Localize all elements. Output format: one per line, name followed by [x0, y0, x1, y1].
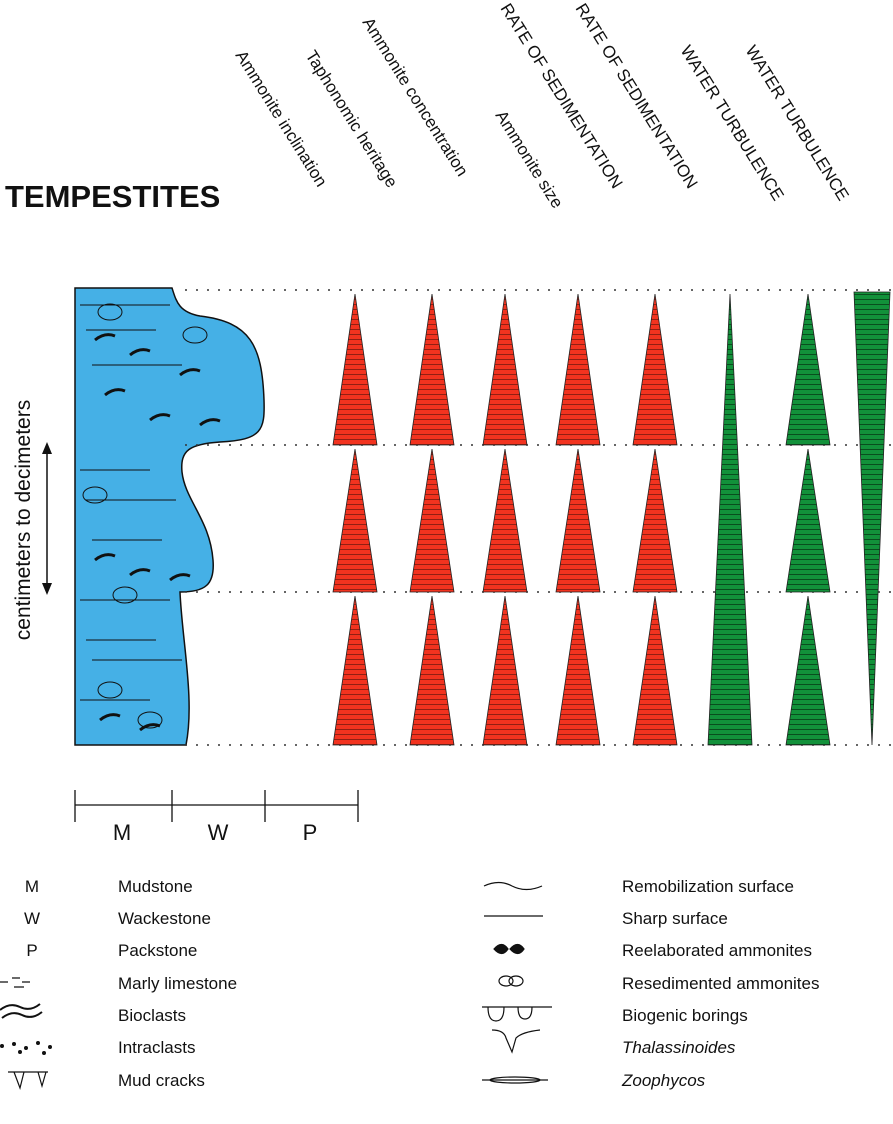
trend-triangle: [332, 293, 378, 446]
title: TEMPESTITES: [5, 179, 220, 214]
scale-label: M: [113, 820, 131, 845]
legend-label: Wackestone: [118, 909, 211, 928]
intraclast-dot: [0, 1044, 4, 1048]
trend-triangle: [482, 293, 528, 446]
intraclast-dot: [42, 1051, 46, 1055]
trend-triangle: [332, 448, 378, 593]
legend-abbrev: W: [24, 909, 40, 928]
trend-triangle: [785, 448, 831, 593]
trend-triangle: [409, 448, 455, 593]
side-label: centimeters to decimeters: [12, 400, 35, 640]
intraclast-dot: [36, 1041, 40, 1045]
bioclast: [149, 413, 171, 422]
legend-label: Remobilization surface: [622, 877, 794, 896]
legend-label: Marly limestone: [118, 974, 237, 993]
column-header: RATE OF SEDIMENTATION: [497, 0, 627, 192]
rock-texture: [80, 303, 221, 732]
bioclast: [94, 333, 116, 342]
column-header: RATE OF SEDIMENTATION: [572, 0, 702, 192]
trend-triangle: [632, 448, 678, 593]
intraclast-dot: [48, 1045, 52, 1049]
legend-label: Sharp surface: [622, 909, 728, 928]
bioclast: [199, 418, 221, 427]
ammonite: [82, 486, 108, 504]
bioclast: [99, 713, 121, 722]
column-header: Ammonite size: [492, 107, 567, 212]
legend-label: Mud cracks: [118, 1071, 205, 1090]
trend-triangle: [632, 595, 678, 746]
ammonite: [112, 586, 138, 604]
trend-triangle: [482, 595, 528, 746]
trend-triangle: [555, 293, 601, 446]
legend-label: Bioclasts: [118, 1006, 186, 1025]
legend-abbrev: M: [25, 877, 39, 896]
bioclast: [179, 368, 201, 377]
trend-triangle: [785, 595, 831, 746]
bioclast: [129, 348, 151, 357]
legend-label: Thalassinoides: [622, 1038, 736, 1057]
legend-label: Biogenic borings: [622, 1006, 748, 1025]
ammonite: [97, 681, 123, 699]
scale-bar: [74, 790, 359, 822]
ammonite: [97, 303, 123, 321]
legend-label: Resedimented ammonites: [622, 974, 819, 993]
intraclast-dot: [18, 1050, 22, 1054]
bioclast: [129, 568, 151, 577]
trend-triangle: [555, 595, 601, 746]
trend-triangle: [332, 595, 378, 746]
intraclast-dot: [12, 1042, 16, 1046]
ammonite: [137, 711, 163, 729]
bioclast: [94, 553, 116, 562]
intraclast-dot: [24, 1046, 28, 1050]
scale-label: P: [303, 820, 318, 845]
legend-icons: [0, 881, 552, 1091]
trend-triangle: [409, 595, 455, 746]
trend-triangle: [482, 448, 528, 593]
legend-label: Intraclasts: [118, 1038, 195, 1057]
trend-triangle: [707, 293, 753, 746]
rock-column: [74, 287, 265, 746]
legend-label: Packstone: [118, 941, 197, 960]
legend-label: Zoophycos: [621, 1071, 706, 1090]
trend-triangle: [785, 293, 831, 446]
legend-label: Reelaborated ammonites: [622, 941, 812, 960]
trend-triangle: [632, 293, 678, 446]
ammonite: [182, 326, 208, 344]
legend-abbrev: P: [26, 941, 37, 960]
trend-triangle: [555, 448, 601, 593]
legend-label: Mudstone: [118, 877, 193, 896]
bioclast: [169, 573, 191, 582]
trend-triangle: [853, 291, 891, 746]
scale-label: W: [208, 820, 229, 845]
trend-triangle: [409, 293, 455, 446]
bioclast: [104, 388, 126, 397]
